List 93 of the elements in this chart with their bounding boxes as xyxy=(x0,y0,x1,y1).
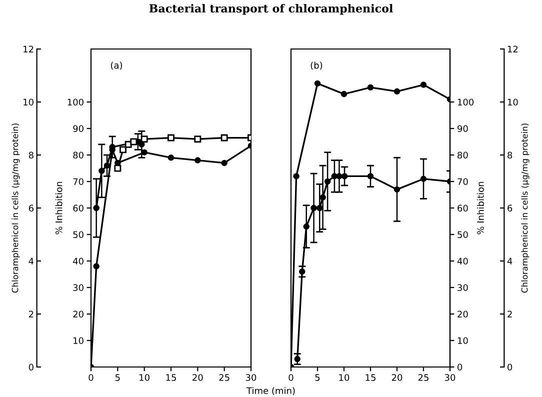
point xyxy=(341,173,348,180)
y-tick-label: 20 xyxy=(73,310,84,318)
x-tick-label: 30 xyxy=(444,374,456,381)
y-tick-label: 60 xyxy=(73,204,84,212)
y-tick-label: 100 xyxy=(68,98,84,106)
point xyxy=(93,263,100,270)
chart-title: Bacterial transport of chloramphenicol xyxy=(149,4,393,15)
x-tick-label: 15 xyxy=(166,374,176,381)
point xyxy=(141,149,148,156)
point xyxy=(93,204,100,212)
point xyxy=(324,178,331,185)
x-tick-label: 10 xyxy=(140,374,150,381)
y2-tick-label: 30 xyxy=(458,284,468,292)
y2-tick-label: 8 xyxy=(28,152,34,159)
y2-tick-label: 70 xyxy=(458,178,468,186)
point xyxy=(367,84,374,91)
y-tick-label: 50 xyxy=(73,231,84,238)
point xyxy=(220,134,228,142)
annotation: (b) xyxy=(310,62,322,70)
annotation: (a) xyxy=(110,62,122,70)
point xyxy=(420,176,427,182)
y3-tick-label: 6 xyxy=(508,204,512,212)
y2-tick-label: 10 xyxy=(24,98,34,106)
point xyxy=(331,173,338,180)
y2-tick-label: 12 xyxy=(24,46,34,52)
point xyxy=(114,160,121,166)
y2-tick-label: 20 xyxy=(458,310,468,318)
point xyxy=(303,223,310,230)
point xyxy=(140,136,148,143)
point xyxy=(310,204,317,212)
point xyxy=(168,154,174,161)
point xyxy=(194,136,202,143)
y2-tick-label: 100 xyxy=(458,98,474,106)
y2-tick-label: 90 xyxy=(458,125,468,132)
y-tick-label: 30 xyxy=(73,284,84,292)
x-tick-label: 25 xyxy=(418,374,428,381)
point xyxy=(320,194,326,201)
x-tick-label: 5 xyxy=(115,374,120,381)
point xyxy=(98,168,105,174)
y2-tick-label: 0 xyxy=(458,364,462,371)
point xyxy=(104,162,110,169)
x-tick-label: 10 xyxy=(339,374,350,381)
y3-tick-label: 2 xyxy=(508,310,512,318)
y3-tick-label: 10 xyxy=(508,98,518,106)
y3-tick-label: 4 xyxy=(507,258,512,264)
y-tick-label: 80 xyxy=(73,152,84,159)
point xyxy=(168,134,174,142)
point xyxy=(394,88,400,95)
point xyxy=(293,173,300,180)
point xyxy=(138,141,145,148)
x-axis-title: Time (min) xyxy=(246,387,295,396)
point xyxy=(294,356,300,362)
y2-tick-label: 50 xyxy=(458,231,468,238)
y-tick-label: 10 xyxy=(74,337,84,344)
y-axis-title: % Inhibition xyxy=(55,182,62,234)
y2-tick-label: 80 xyxy=(458,152,468,159)
y2-tick-label: 60 xyxy=(458,204,468,212)
x-tick-label: 5 xyxy=(315,374,320,381)
y2-tick-label: 2 xyxy=(28,310,34,318)
point xyxy=(314,80,321,87)
x-tick-label: 20 xyxy=(392,374,402,381)
point xyxy=(316,204,323,212)
y2-tick-label: 4 xyxy=(28,258,34,264)
y2-tick-label: 40 xyxy=(457,258,468,265)
point xyxy=(120,146,126,154)
y-tick-label: 70 xyxy=(73,178,84,186)
y2-tick-label: 6 xyxy=(28,204,34,212)
point xyxy=(394,186,400,193)
y2-axis-title: Chloramphenicol in cells (µg/mg protein) xyxy=(12,124,20,293)
y2-axis-title: % Inhibition xyxy=(476,182,484,234)
y-tick-label: 40 xyxy=(73,258,84,265)
point xyxy=(114,164,122,172)
x-tick-label: 0 xyxy=(88,374,94,381)
x-tick-label: 30 xyxy=(246,374,256,381)
point xyxy=(340,90,348,98)
y3-tick-label: 8 xyxy=(508,152,512,159)
x-tick-label: 0 xyxy=(288,374,294,381)
x-tick-label: 25 xyxy=(219,374,230,381)
y3-axis-title: Chloramphenicol in cells (µg/mg protein) xyxy=(521,124,530,293)
point xyxy=(299,268,306,275)
x-tick-label: 15 xyxy=(366,374,376,381)
x-tick-label: 20 xyxy=(192,374,203,381)
point xyxy=(367,173,374,180)
y2-tick-label: 0 xyxy=(28,364,34,371)
point xyxy=(194,157,201,164)
point xyxy=(221,160,228,166)
point xyxy=(130,138,138,146)
y3-tick-label: 0 xyxy=(508,364,512,371)
y2-tick-label: 10 xyxy=(458,337,468,344)
y-tick-label: 90 xyxy=(73,125,84,132)
point xyxy=(336,173,342,180)
y3-tick-label: 12 xyxy=(508,46,518,52)
point xyxy=(420,82,427,88)
